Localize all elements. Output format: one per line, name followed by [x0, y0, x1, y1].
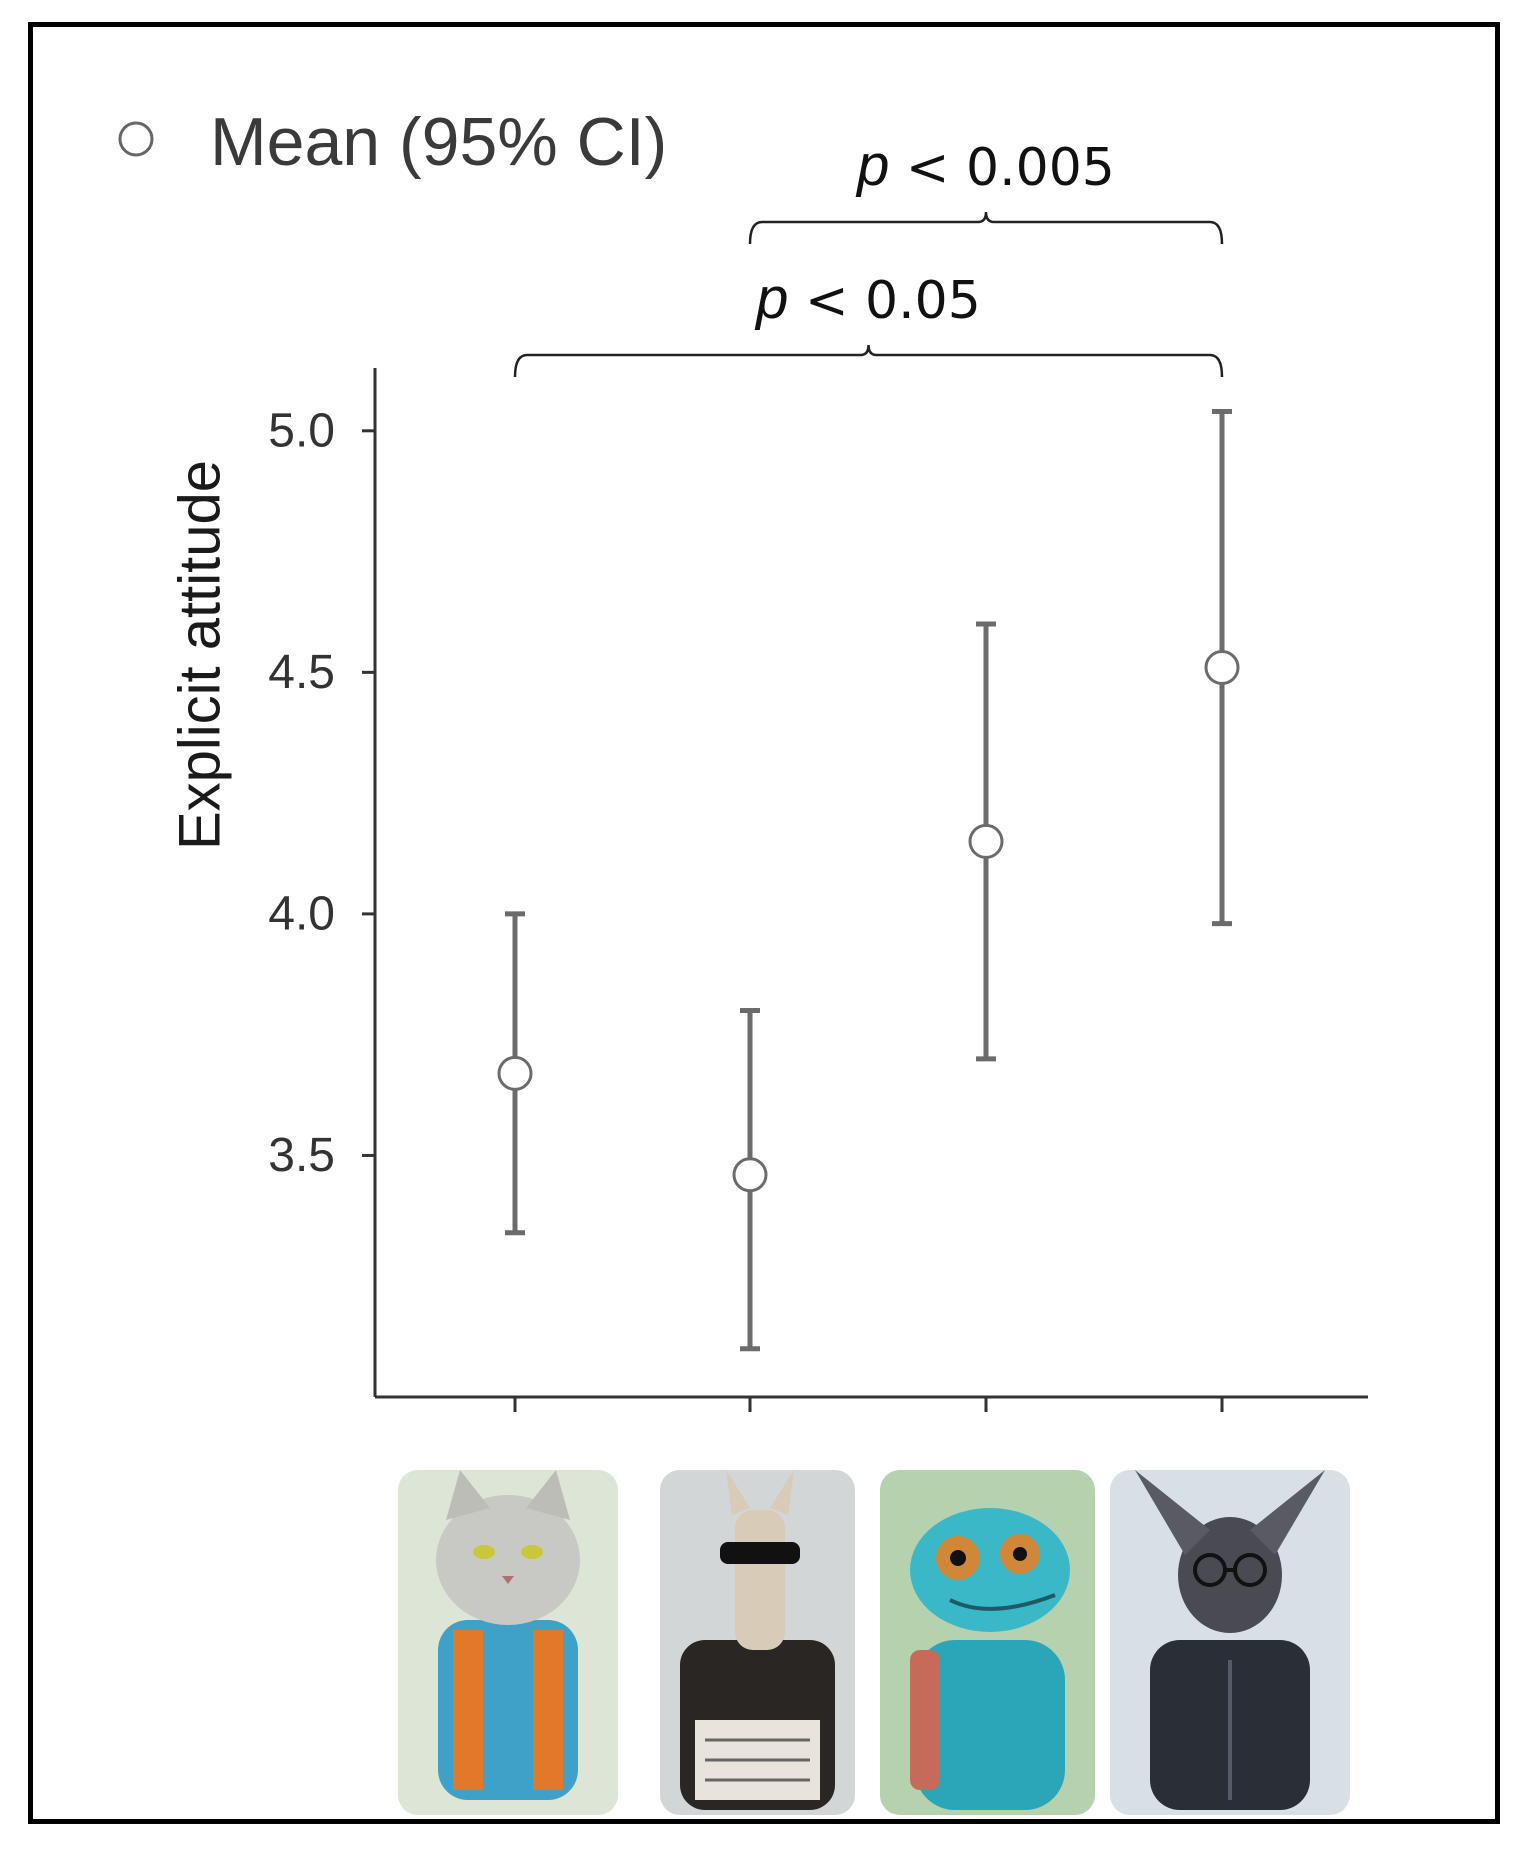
significance-label: p < 0.05: [754, 266, 981, 331]
mean-markers: [497, 650, 1240, 1193]
y-axis-label: Explicit attitude: [168, 460, 233, 850]
y-tick-label: 4.5: [268, 646, 335, 699]
p-symbol: p: [754, 266, 788, 331]
mean-marker: [1204, 650, 1240, 686]
significance-bracket: [748, 211, 1224, 245]
legend-label: Mean (95% CI): [210, 104, 667, 180]
significance-bracket: [513, 344, 1224, 378]
significance-label: p < 0.005: [855, 133, 1115, 198]
bat-character-icon: [1110, 1470, 1350, 1815]
p-symbol: p: [855, 133, 889, 198]
chameleon-character-icon: [880, 1470, 1095, 1815]
mean-marker: [968, 823, 1004, 859]
y-tick-label: 4.0: [268, 887, 335, 940]
y-tick-label: 3.5: [268, 1129, 335, 1182]
category-images: [398, 1470, 1350, 1815]
p-value-text: < 0.05: [788, 271, 980, 331]
p-value-text: < 0.005: [889, 138, 1115, 198]
y-ticks: 3.5 4.0 4.5 5.0: [268, 404, 375, 1182]
cat-character-icon: [398, 1470, 618, 1815]
legend-marker: [118, 121, 154, 157]
x-ticks: [513, 1397, 1224, 1412]
y-tick-label: 5.0: [268, 404, 335, 457]
mean-marker: [497, 1055, 533, 1091]
error-bars: [505, 408, 1232, 1352]
llama-character-icon: [660, 1470, 855, 1815]
mean-marker: [732, 1157, 768, 1193]
